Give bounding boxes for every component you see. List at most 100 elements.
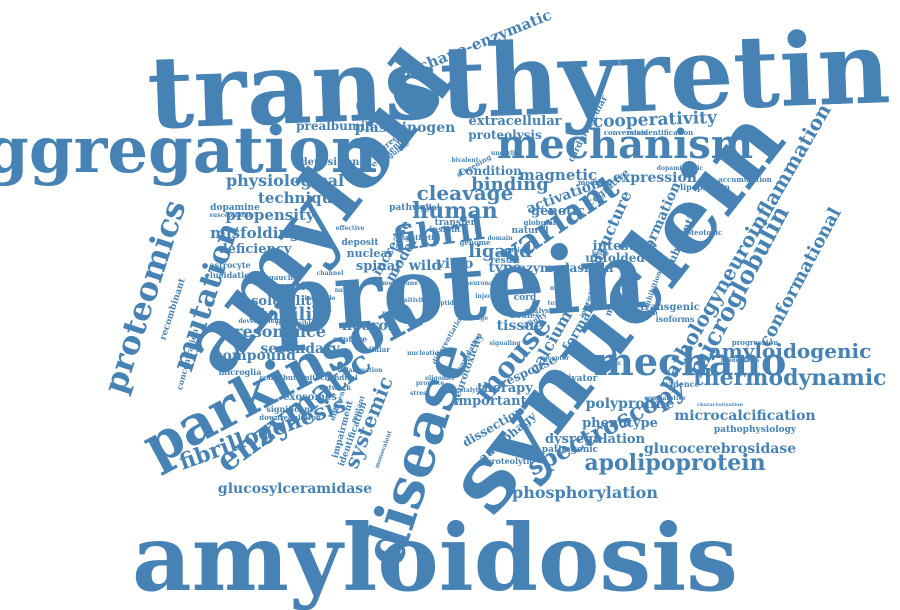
cloud-word-dopamine: dopamine (210, 203, 260, 213)
cloud-word-enzyme: enzyme (510, 261, 561, 275)
cloud-word-misfolding: misfolding (210, 224, 300, 242)
cloud-word-type: type (488, 260, 521, 276)
cloud-word-cleavage: cleavage (417, 181, 514, 205)
cloud-word-condition: condition (458, 164, 522, 178)
cloud-word-neuronal: neuronal (465, 280, 496, 287)
cloud-word-deposition: deposition (301, 157, 361, 168)
cloud-word-signaling: signaling (489, 340, 521, 347)
cloud-word-significant: significant (266, 404, 314, 414)
cloud-word-sensitivity: sensitivity (393, 297, 428, 304)
cloud-word-development: development (238, 318, 281, 325)
cloud-word-progression: progression (732, 338, 779, 347)
cloud-word-plasmon: plasmon (557, 261, 614, 275)
cloud-word-activator: activator (553, 374, 598, 384)
cloud-word-solubility: solubility (251, 294, 319, 309)
cloud-word-polyproline: polyproline (586, 396, 675, 412)
cloud-word-peptide: peptide (432, 300, 457, 307)
cloud-word-spinal: spinal (356, 259, 400, 274)
cloud-word-proteolytic: proteolytic (486, 456, 535, 466)
cloud-word-globular: globular (523, 218, 556, 227)
cloud-word-propensity: propensity (225, 206, 315, 224)
cloud-word-dysregulation: dysregulation (545, 432, 646, 447)
cloud-word-leakage: leakage (462, 315, 488, 322)
cloud-word-important: important (453, 394, 526, 409)
cloud-word-transthyretin: transthyretin (146, 8, 893, 152)
cloud-word-transfer: transfer (435, 218, 476, 228)
cloud-word-expression: expression (613, 170, 697, 186)
cloud-word-technique: technique (258, 189, 342, 207)
cloud-word-microcalcification: microcalcification (674, 408, 815, 424)
cloud-word-native: native (335, 287, 356, 294)
cloud-word-helix: helix (592, 250, 609, 257)
cloud-word-physiological: physiological (226, 171, 344, 190)
cloud-word-proteolysis: proteolysis (468, 128, 542, 142)
cloud-word-responsible: responsible (276, 320, 315, 327)
cloud-word-extracellular: extracellular (468, 114, 561, 129)
cloud-word-injection: injection (475, 293, 505, 300)
cloud-word-synthetic: synthetic (402, 233, 438, 242)
cloud-word-contribute: contribute (259, 373, 301, 382)
cloud-word-oligomer: oligomer (425, 375, 456, 382)
cloud-word-prealbumin: prealbumin (296, 119, 374, 133)
cloud-word-glial: glial (420, 202, 440, 212)
cloud-word-unfolded: unfolded (585, 251, 645, 265)
cloud-word-lipoprotein: lipoprotein (680, 182, 730, 192)
cloud-word-binding: binding (471, 174, 549, 195)
cloud-word-modulation: modulation (721, 357, 760, 364)
cloud-word-capture: capture (333, 334, 367, 344)
cloud-word-therapy: therapy (477, 381, 533, 396)
cloud-word-cord: cord (514, 293, 537, 303)
cloud-word-secondary: secondary (260, 341, 340, 357)
cloud-word-stress: stress (410, 390, 431, 397)
cloud-word-phosphorylation: phosphorylation (512, 483, 658, 502)
cloud-word-bivalent: bivalent (451, 157, 478, 164)
cloud-word-mechano: mechano (594, 339, 787, 384)
cloud-word-amyloidogenic: amyloidogenic (709, 339, 872, 363)
cloud-word-process: process (382, 310, 408, 317)
cloud-word-genome: genome (460, 238, 492, 247)
cloud-word-protein: protein (266, 221, 650, 355)
cloud-word-toxicity: toxicity (548, 300, 573, 307)
cloud-word-result: result (490, 256, 520, 266)
cloud-word-effective: effective (336, 225, 365, 232)
cloud-word-catalytic: catalytic (456, 387, 485, 394)
cloud-word-analysis: analysis (524, 306, 555, 315)
cloud-word-promote: promote (416, 380, 444, 387)
cloud-word-resonance: resonance (234, 322, 326, 341)
cloud-word-aggregation: aggregation (0, 113, 377, 188)
cloud-word-phenotype: phenotype (582, 416, 658, 431)
cloud-word-accumulation: accumulation (718, 175, 772, 184)
cloud-word-pathogenic: pathogenic (542, 445, 599, 455)
cloud-word-conversion: conversion (604, 128, 647, 137)
cloud-word-network: network (319, 383, 351, 392)
cloud-word-wild: wild (408, 258, 442, 274)
cloud-word-nuclear: nuclear (347, 247, 394, 260)
cloud-word-amyloidosis: amyloidosis (132, 504, 738, 610)
cloud-word-gaucher: gaucher (269, 273, 301, 282)
cloud-word-stability: stability (249, 304, 332, 325)
cloud-word-magnetic: magnetic (519, 166, 597, 184)
cloud-word-downregulation: downregulation (259, 413, 321, 422)
cloud-word-intestine: intestine (593, 239, 658, 254)
cloud-word-motor: motor (550, 285, 571, 292)
cloud-word-neuron: neuron (342, 318, 398, 334)
cloud-word-elucidation: elucidation (205, 270, 256, 280)
cloud-word-receptor: receptor (541, 355, 570, 362)
cloud-word-exosomes: exosomes (283, 392, 337, 403)
cloud-word-acidic: acidic (510, 247, 530, 254)
cloud-word-modified: modified (578, 178, 612, 187)
cloud-word-microglia: microglia (219, 367, 262, 377)
cloud-word-membrane: membrane (382, 280, 418, 287)
cloud-word-underlie: underlie (491, 150, 519, 157)
cloud-word-insoluble: insoluble (305, 295, 336, 302)
cloud-word-human: human (412, 198, 498, 224)
cloud-word-insight: insight (429, 224, 461, 234)
cloud-word-thermodynamic: thermodynamic (693, 365, 886, 391)
cloud-word-ligand: ligand (468, 241, 532, 262)
cloud-word-regulation: regulation (622, 310, 658, 317)
cloud-word-glucosylceramidase: glucosylceramidase (218, 481, 372, 497)
cloud-word-pathway: pathway (389, 203, 431, 213)
cloud-word-transition: transition (260, 280, 321, 293)
